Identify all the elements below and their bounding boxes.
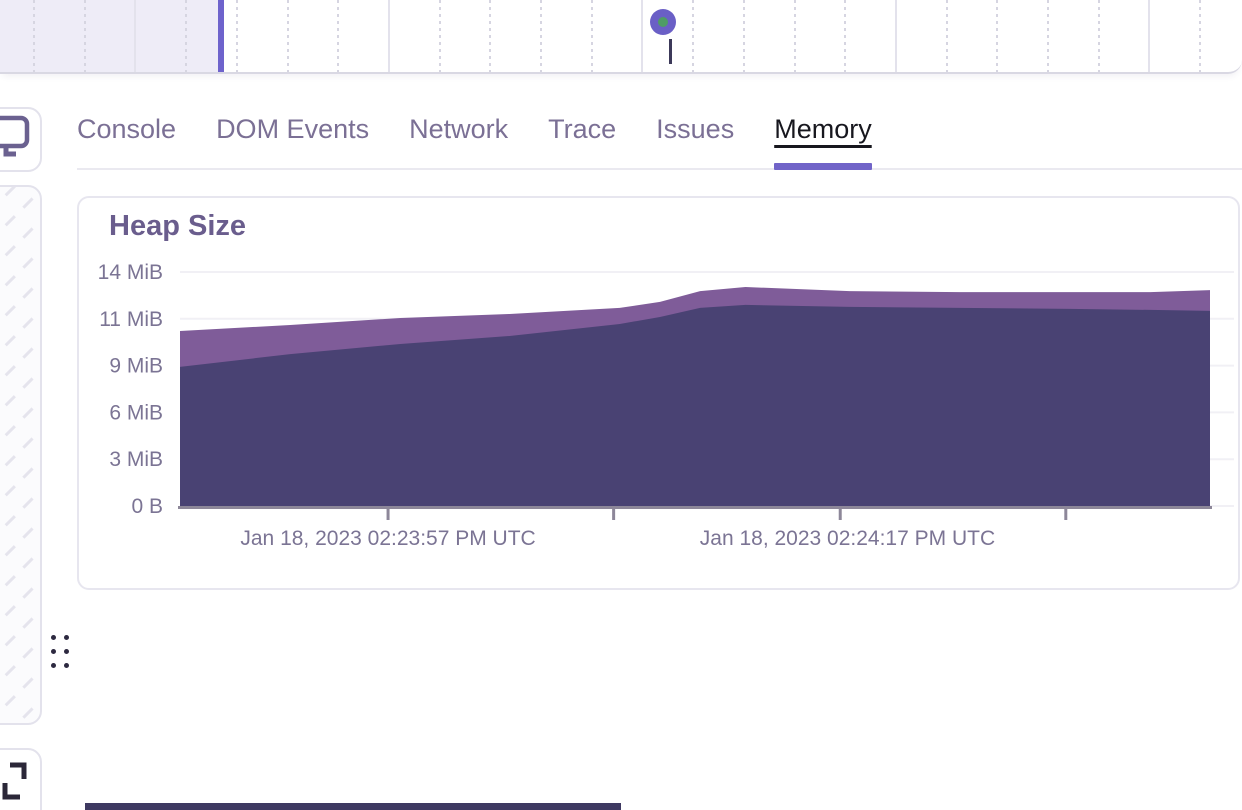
- timeline-focus-region: [0, 0, 219, 72]
- timeline-gridline: [945, 0, 948, 72]
- y-axis-label: 6 MiB: [109, 401, 163, 424]
- corner-brackets-icon: [2, 762, 27, 800]
- y-axis-label: 9 MiB: [109, 355, 163, 378]
- timeline-gridline: [793, 0, 796, 72]
- timeline-gridline: [742, 0, 745, 72]
- timeline[interactable]: [0, 0, 1242, 74]
- tab-dom-events[interactable]: DOM Events: [216, 114, 370, 144]
- timeline-gridline: [692, 0, 695, 72]
- timeline-gridline: [996, 0, 999, 72]
- drag-handle[interactable]: [46, 629, 74, 671]
- x-axis-label: Jan 18, 2023 02:23:57 PM UTC: [240, 527, 535, 550]
- timeline-gridline: [489, 0, 492, 72]
- marker-stem: [669, 39, 672, 64]
- focus-region-handle[interactable]: [218, 0, 224, 72]
- timeline-gridline: [387, 0, 390, 72]
- video-preview-button[interactable]: [0, 107, 42, 172]
- timeline-gridline: [337, 0, 340, 72]
- select-region-button[interactable]: [0, 748, 42, 810]
- timeline-gridline: [894, 0, 897, 72]
- x-axis-label: Jan 18, 2023 02:24:17 PM UTC: [700, 527, 995, 550]
- timeline-gridline: [134, 0, 137, 72]
- tab-network[interactable]: Network: [409, 114, 509, 144]
- timeline-gridline: [590, 0, 593, 72]
- y-axis-label: 0 B: [131, 495, 163, 518]
- timeline-gridline: [641, 0, 644, 72]
- tab-issues[interactable]: Issues: [656, 114, 735, 144]
- paused-marker[interactable]: [650, 9, 676, 35]
- marker-dot-icon: [658, 17, 668, 27]
- timeline-gridline: [1148, 0, 1151, 72]
- timeline-gridline: [33, 0, 35, 72]
- timeline-gridline: [844, 0, 847, 72]
- display-icon: [0, 115, 30, 157]
- timeline-gridline: [286, 0, 289, 72]
- collapsed-panel: [0, 185, 42, 725]
- timeline-gridline: [185, 0, 188, 72]
- tab-console[interactable]: Console: [77, 114, 177, 144]
- tab-memory[interactable]: Memory: [774, 114, 872, 170]
- heap-size-title: Heap Size: [109, 210, 246, 242]
- heap-size-chart: 14 MiB 11 MiB 9 MiB 6 MiB 3 MiB 0 B Jan 18, 20…: [98, 261, 1234, 550]
- timeline-gridline: [235, 0, 238, 72]
- timeline-gridline: [83, 0, 86, 72]
- timeline-gridline: [1047, 0, 1049, 72]
- timeline-gridline: [1097, 0, 1100, 72]
- timeline-gridline: [1199, 0, 1202, 72]
- y-axis-label: 14 MiB: [98, 261, 163, 284]
- y-axis-label: 11 MiB: [99, 308, 163, 331]
- panel-tabbar: Console DOM Events Network Trace Issues Memor…: [77, 98, 1242, 170]
- tab-trace[interactable]: Trace: [548, 114, 617, 144]
- heap-size-card: Heap Size 14 MiB 11 MiB 9 MiB 6 MiB 3 MiB 0 B…: [77, 196, 1240, 590]
- hatch-pattern: [0, 187, 40, 723]
- area-series-used-heap: [180, 304, 1210, 506]
- timeline-gridline: [540, 0, 542, 72]
- bottom-progress-bar: [85, 803, 621, 810]
- timeline-gridline: [438, 0, 441, 72]
- y-axis-label: 3 MiB: [109, 448, 163, 471]
